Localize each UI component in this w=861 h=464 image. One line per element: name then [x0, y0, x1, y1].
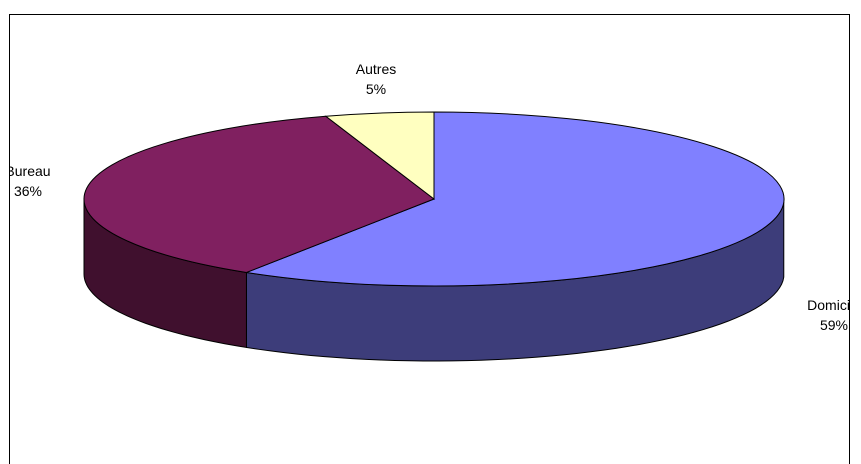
- pie-slice-domicile: [244, 111, 785, 287]
- slice-label-domicile-name: Domicile: [807, 297, 850, 313]
- slice-label-bureau-name: Bureau: [9, 163, 51, 179]
- chart-area: Autres 5% Bureau 36% Domicile 59%: [9, 14, 850, 464]
- slice-label-domicile-percent: 59%: [819, 317, 849, 333]
- pie-slice-bureau: [83, 115, 436, 273]
- slice-label-bureau: Bureau 36%: [9, 161, 58, 201]
- slice-label-autres: Autres 5%: [336, 59, 416, 99]
- pie-slice-autres: [324, 111, 435, 201]
- slice-label-domicile: Domicile 59%: [794, 295, 850, 335]
- pie-chart: [83, 111, 785, 362]
- slice-label-bureau-percent: 36%: [13, 183, 43, 199]
- slice-label-autres-name: Autres: [355, 61, 397, 77]
- slice-label-autres-percent: 5%: [365, 81, 387, 97]
